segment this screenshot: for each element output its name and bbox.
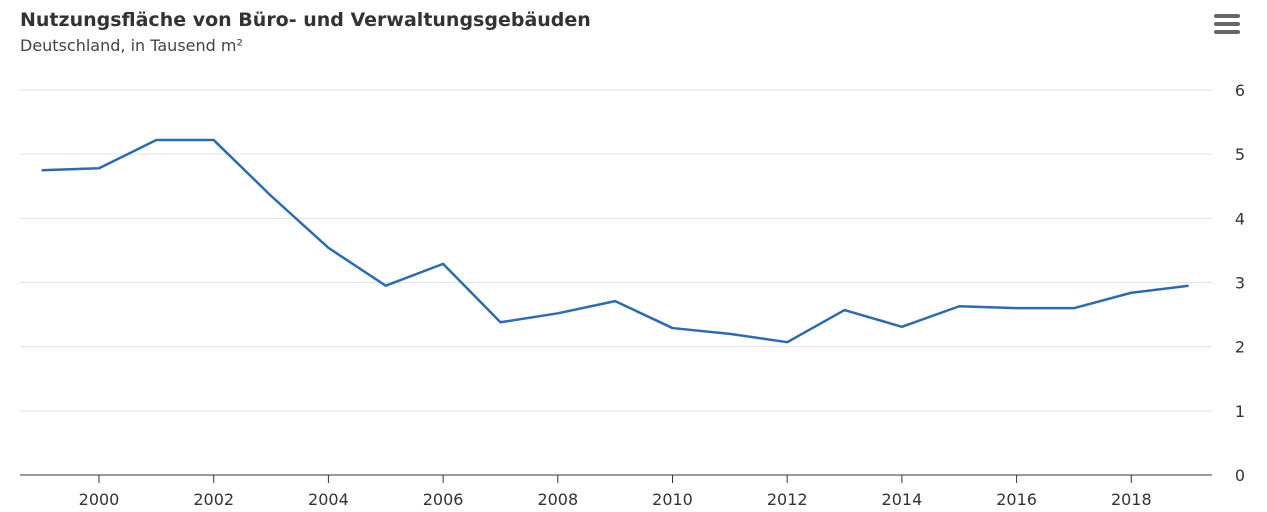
x-tick-label: 2012 [767,490,808,509]
x-tick-label: 2000 [79,490,120,509]
x-tick-label: 2010 [652,490,693,509]
x-tick-label: 2008 [537,490,578,509]
series-line [41,138,1189,344]
x-tick-label: 2016 [996,490,1037,509]
y-tick-label: 4 [1235,209,1245,228]
y-tick-label: 0 [1235,466,1245,485]
x-tick-label: 2002 [193,490,234,509]
y-tick-label: 6 [1235,81,1245,100]
x-tick-label: 2006 [423,490,464,509]
hamburger-menu-icon[interactable] [1214,14,1240,36]
y-tick-label: 3 [1235,274,1245,293]
chart-title: Nutzungsfläche von Büro- und Verwaltungs… [20,9,591,31]
x-tick-label: 2004 [308,490,349,509]
y-tick-label: 2 [1235,338,1245,357]
chart-subtitle: Deutschland, in Tausend m² [20,36,243,55]
y-tick-label: 5 [1235,145,1245,164]
x-tick-label: 2014 [882,490,923,509]
x-tick-label: 2018 [1111,490,1152,509]
y-tick-label: 1 [1235,402,1245,421]
